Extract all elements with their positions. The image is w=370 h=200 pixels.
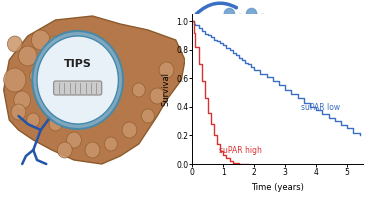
Text: TIPS: TIPS bbox=[64, 59, 92, 69]
Circle shape bbox=[122, 122, 137, 138]
Circle shape bbox=[224, 32, 235, 44]
Circle shape bbox=[150, 88, 165, 104]
Circle shape bbox=[232, 20, 242, 32]
Text: suPAR low: suPAR low bbox=[301, 103, 340, 112]
Circle shape bbox=[4, 68, 26, 92]
Circle shape bbox=[104, 137, 118, 151]
Circle shape bbox=[48, 36, 63, 52]
Circle shape bbox=[18, 46, 37, 66]
Circle shape bbox=[265, 26, 275, 38]
Circle shape bbox=[224, 8, 235, 20]
Y-axis label: Survival: Survival bbox=[162, 72, 171, 106]
Circle shape bbox=[243, 44, 253, 56]
Circle shape bbox=[235, 38, 246, 50]
Circle shape bbox=[246, 8, 257, 20]
Circle shape bbox=[159, 62, 174, 78]
Circle shape bbox=[254, 50, 264, 62]
Circle shape bbox=[142, 109, 155, 123]
Circle shape bbox=[37, 36, 118, 124]
Circle shape bbox=[243, 26, 253, 38]
FancyArrowPatch shape bbox=[196, 3, 236, 14]
Circle shape bbox=[49, 117, 62, 131]
Circle shape bbox=[228, 50, 238, 62]
Text: suPAR high: suPAR high bbox=[219, 146, 262, 155]
Circle shape bbox=[254, 20, 264, 32]
Circle shape bbox=[258, 38, 268, 50]
X-axis label: Time (years): Time (years) bbox=[251, 183, 304, 192]
Circle shape bbox=[246, 32, 257, 44]
Circle shape bbox=[14, 91, 30, 109]
Polygon shape bbox=[4, 16, 185, 164]
Circle shape bbox=[67, 132, 81, 148]
Circle shape bbox=[31, 30, 50, 50]
Circle shape bbox=[269, 32, 279, 44]
FancyBboxPatch shape bbox=[54, 81, 102, 95]
Circle shape bbox=[132, 83, 145, 97]
Circle shape bbox=[30, 68, 44, 84]
Circle shape bbox=[235, 14, 246, 26]
Circle shape bbox=[57, 142, 72, 158]
Text: Circulating
suPAR: Circulating suPAR bbox=[318, 20, 356, 33]
Circle shape bbox=[265, 44, 275, 56]
Circle shape bbox=[239, 56, 249, 68]
Circle shape bbox=[11, 104, 26, 120]
Circle shape bbox=[258, 14, 268, 26]
Circle shape bbox=[7, 36, 22, 52]
Circle shape bbox=[33, 31, 123, 129]
Circle shape bbox=[40, 93, 53, 107]
Circle shape bbox=[27, 113, 40, 127]
Circle shape bbox=[85, 142, 100, 158]
